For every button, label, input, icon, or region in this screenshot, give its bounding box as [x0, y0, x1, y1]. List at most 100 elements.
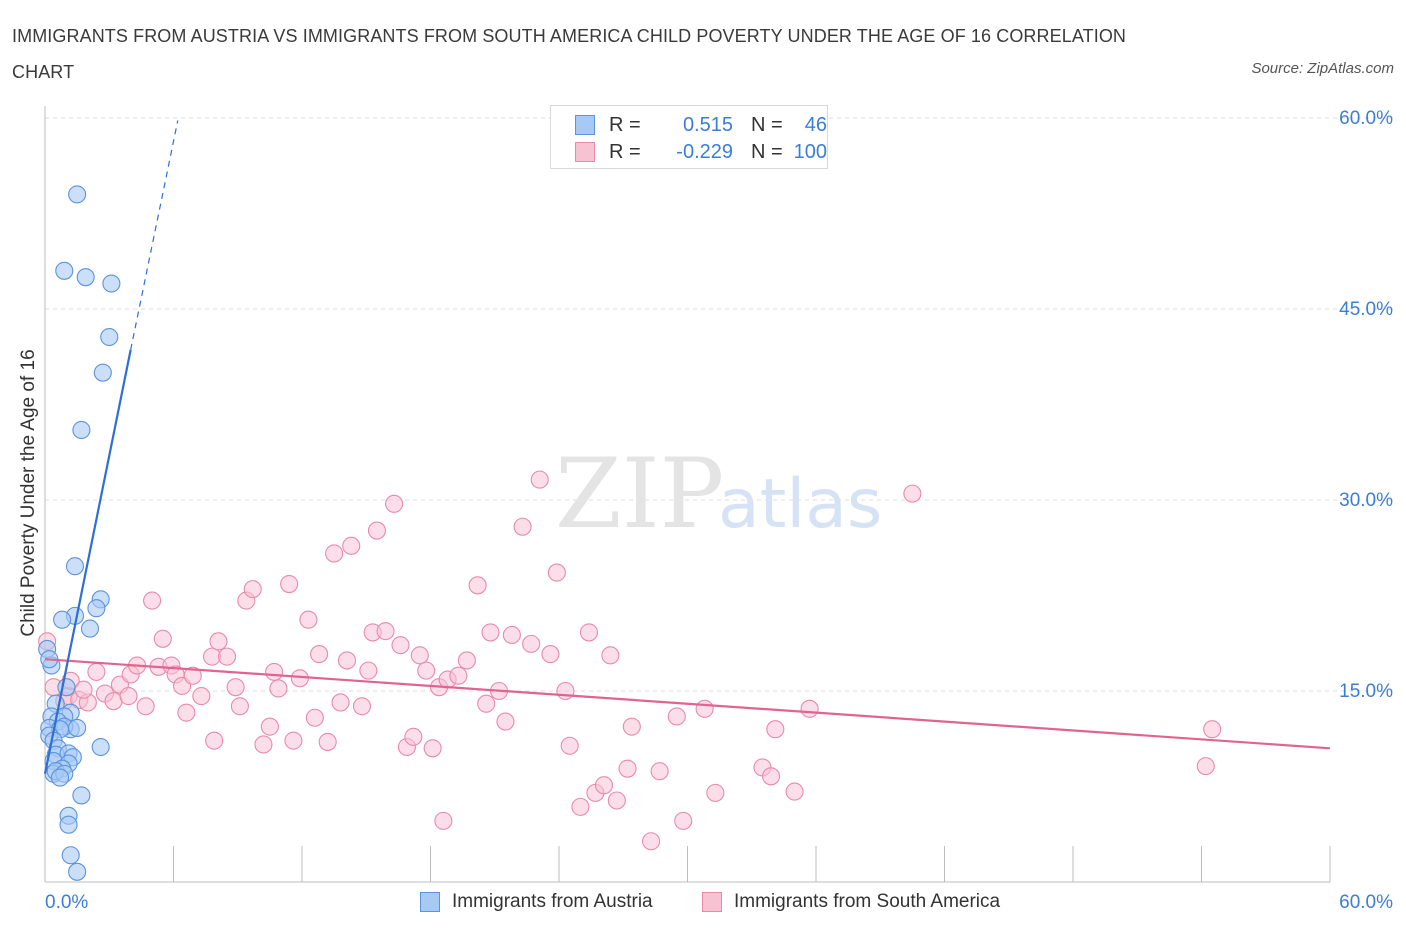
- austria-point: [50, 768, 70, 787]
- watermark-zip: ZIP: [555, 438, 724, 550]
- south-america-point: [556, 681, 575, 701]
- south-america-point: [541, 645, 560, 664]
- south-america-point: [385, 494, 404, 513]
- south-america-point: [601, 646, 620, 665]
- south-america-trend-line: [44, 658, 1331, 750]
- south-america-point: [766, 720, 785, 739]
- south-america-point: [706, 783, 725, 802]
- x-tick-labels: 0.0% 60.0%: [45, 892, 1393, 913]
- south-america-point: [342, 536, 361, 555]
- south-america-point: [410, 646, 429, 665]
- austria-point: [65, 557, 85, 576]
- y-tick-label: 60.0%: [1339, 108, 1393, 129]
- south-america-legend-label: Immigrants from South America: [734, 891, 1001, 912]
- south-america-point: [522, 634, 541, 653]
- south-america-point: [622, 717, 641, 736]
- south-america-point: [183, 666, 202, 685]
- austria-point: [55, 261, 74, 280]
- south-america-point: [260, 717, 279, 736]
- south-america-point: [571, 797, 590, 816]
- south-america-point: [547, 563, 566, 582]
- south-america-point: [265, 662, 284, 681]
- south-america-point: [205, 731, 224, 750]
- south-america-point: [367, 521, 387, 540]
- y-tick-label: 30.0%: [1339, 490, 1393, 511]
- austria-point: [59, 815, 78, 834]
- south-america-point: [594, 776, 614, 795]
- south-america-point: [618, 759, 637, 778]
- austria-point: [80, 619, 100, 638]
- south-america-point: [136, 697, 155, 716]
- south-america-point: [1203, 720, 1222, 739]
- south-america-point: [560, 736, 579, 755]
- austria-point: [72, 420, 91, 440]
- south-america-n-value: 100: [793, 141, 827, 163]
- austria-point: [87, 599, 106, 618]
- austria-trend-extension: [130, 120, 179, 350]
- south-america-point: [423, 739, 442, 758]
- south-america-point: [650, 762, 669, 781]
- south-america-point: [674, 811, 693, 830]
- south-america-point: [496, 712, 515, 731]
- y-tick-label: 15.0%: [1339, 681, 1393, 702]
- south-america-point: [513, 517, 532, 536]
- south-america-point: [230, 697, 249, 716]
- south-america-point: [468, 576, 487, 595]
- watermark-atlas: atlas: [718, 465, 882, 544]
- south-america-point: [1196, 757, 1215, 776]
- austria-r-value: 0.515: [682, 114, 733, 136]
- trend-lines: [43, 120, 1331, 774]
- y-axis-label: Child Poverty Under the Age of 16: [18, 349, 39, 636]
- south-america-point: [457, 651, 476, 670]
- austria-point: [102, 274, 121, 293]
- south-america-point: [226, 678, 245, 697]
- austria-legend-label: Immigrants from Austria: [452, 891, 653, 912]
- south-america-point: [449, 666, 468, 685]
- austria-n-label: N =: [751, 114, 783, 136]
- watermark: ZIP atlas: [555, 438, 882, 550]
- austria-points: [38, 185, 121, 881]
- south-america-r-value: -0.229: [676, 141, 733, 163]
- south-america-point: [177, 703, 196, 722]
- austria-trend-line: [43, 349, 132, 774]
- south-america-point: [254, 735, 273, 754]
- south-america-point: [305, 708, 324, 727]
- south-america-point: [391, 636, 410, 655]
- south-america-points: [38, 470, 1222, 851]
- austria-point: [61, 846, 80, 865]
- south-america-point: [243, 580, 262, 599]
- south-america-point: [579, 623, 599, 642]
- south-america-point: [143, 591, 162, 610]
- y-tick-label: 45.0%: [1339, 299, 1393, 320]
- south-america-n-label: N =: [751, 141, 783, 163]
- south-america-point: [376, 622, 395, 641]
- austria-point: [72, 786, 91, 805]
- south-america-point: [359, 661, 378, 680]
- south-america-point: [903, 484, 922, 503]
- axes: [44, 106, 1331, 883]
- south-america-point: [434, 811, 453, 830]
- austria-point: [68, 862, 87, 881]
- south-america-point: [337, 651, 357, 670]
- austria-swatch: [575, 115, 595, 135]
- austria-point: [91, 737, 110, 757]
- south-america-point: [284, 731, 303, 750]
- south-america-point: [299, 610, 318, 629]
- austria-r-label: R =: [609, 114, 641, 136]
- south-america-point: [217, 647, 237, 666]
- south-america-point: [310, 645, 329, 664]
- south-america-point: [352, 697, 372, 716]
- x-tick-label-min: 0.0%: [45, 892, 88, 913]
- south-america-point: [477, 694, 496, 713]
- austria-point: [100, 327, 119, 347]
- south-america-r-label: R =: [609, 141, 641, 163]
- south-america-point: [318, 732, 337, 751]
- x-tick-label-max: 60.0%: [1339, 892, 1393, 913]
- y-tick-labels: 15.0% 30.0% 45.0% 60.0%: [1339, 108, 1393, 702]
- south-america-point: [417, 661, 436, 680]
- austria-point: [76, 268, 95, 287]
- south-america-point: [404, 727, 423, 746]
- austria-point: [93, 363, 112, 382]
- south-america-point: [269, 679, 288, 698]
